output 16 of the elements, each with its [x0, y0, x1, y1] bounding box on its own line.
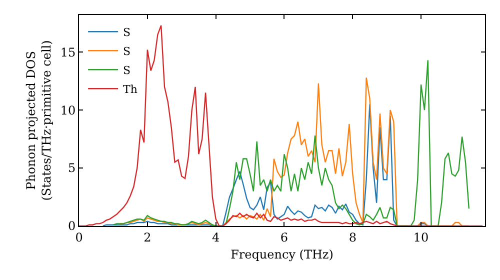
y-tick-label: 10 — [60, 103, 76, 118]
legend-label: S — [123, 64, 131, 77]
legend-label: S — [123, 44, 131, 58]
x-tick-label: 8 — [348, 230, 356, 244]
y-axis-title: Phonon projected DOS (States/THz·primitive cell) — [24, 40, 54, 201]
x-tick-label: 6 — [280, 230, 288, 244]
y-tick-label: 15 — [60, 45, 76, 60]
x-axis-title: Frequency (THz) — [230, 247, 334, 262]
legend-label: Th — [123, 82, 138, 96]
x-tick-label: 4 — [212, 230, 220, 244]
line-series — [79, 24, 484, 226]
legend-label: S — [123, 26, 131, 39]
y-tick-label: 5 — [68, 161, 76, 176]
y-tick-label: 0 — [68, 219, 76, 234]
x-tick-label: 10 — [413, 230, 429, 244]
x-tick-label: 2 — [144, 230, 152, 244]
